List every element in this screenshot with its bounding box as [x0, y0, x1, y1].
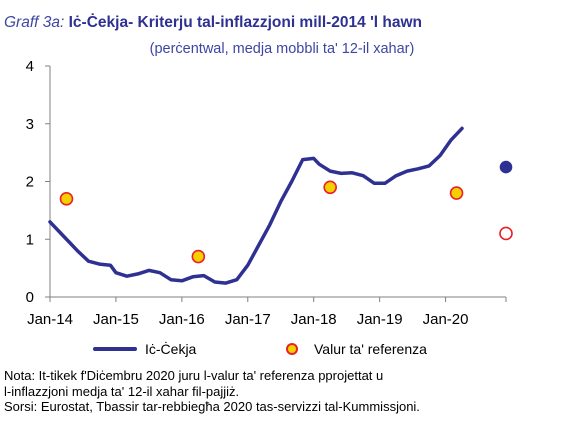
chart-notes: Nota: It-tikek f'Diċembru 2020 juru l-va… — [4, 368, 560, 415]
y-tick-label: 3 — [26, 116, 34, 133]
chart-title-main: Iċ-Ċekja- Kriterju tal-inflazzjoni mill-… — [68, 14, 422, 31]
chart-title: Graff 3a: Iċ-Ċekja- Kriterju tal-inflazz… — [4, 14, 422, 32]
x-tick-label: Jan-17 — [225, 311, 271, 328]
note-line-3: Sorsi: Eurostat, Tbassir tar-rebbiegħa 2… — [4, 399, 420, 414]
chart-title-prefix: Graff 3a: — [4, 14, 65, 31]
legend-reference-label: Valur ta' referenza — [314, 341, 427, 357]
projected-reference-point — [499, 226, 513, 241]
y-tick-label: 0 — [26, 289, 34, 306]
reference-value-point — [59, 192, 74, 206]
legend-dot-swatch — [286, 343, 298, 355]
legend-series-label: Iċ-Ċekja — [145, 341, 197, 357]
x-tick-label: Jan-14 — [27, 311, 73, 328]
legend-item-series: Iċ-Ċekja — [93, 341, 196, 357]
y-tick-label: 1 — [26, 231, 34, 248]
x-tick-label: Jan-19 — [357, 311, 403, 328]
chart-legend: Iċ-Ċekja Valur ta' referenza — [0, 341, 564, 361]
note-line-2: l-inflazzjoni medja ta' 12-il xahar fil-… — [4, 383, 240, 399]
legend-line-swatch — [93, 347, 137, 351]
x-tick-label: Jan-18 — [291, 311, 337, 328]
reference-value-point — [449, 186, 464, 200]
y-tick-label: 2 — [26, 174, 34, 191]
x-tick-label: Jan-15 — [93, 311, 139, 328]
reference-value-point — [323, 180, 337, 195]
note-line-1: Nota: It-tikek f'Diċembru 2020 juru l-va… — [4, 368, 384, 383]
y-tick-label: 4 — [26, 58, 34, 75]
legend-item-reference: Valur ta' referenza — [286, 341, 427, 357]
projected-inflation-point — [499, 160, 513, 174]
reference-value-point — [191, 249, 206, 264]
x-tick-label: Jan-16 — [159, 311, 205, 328]
x-tick-label: Jan-20 — [423, 311, 469, 328]
series-line-czechia — [48, 126, 464, 285]
chart-subtitle: (perċentwal, medja mobbli ta' 12-il xaha… — [149, 41, 415, 57]
